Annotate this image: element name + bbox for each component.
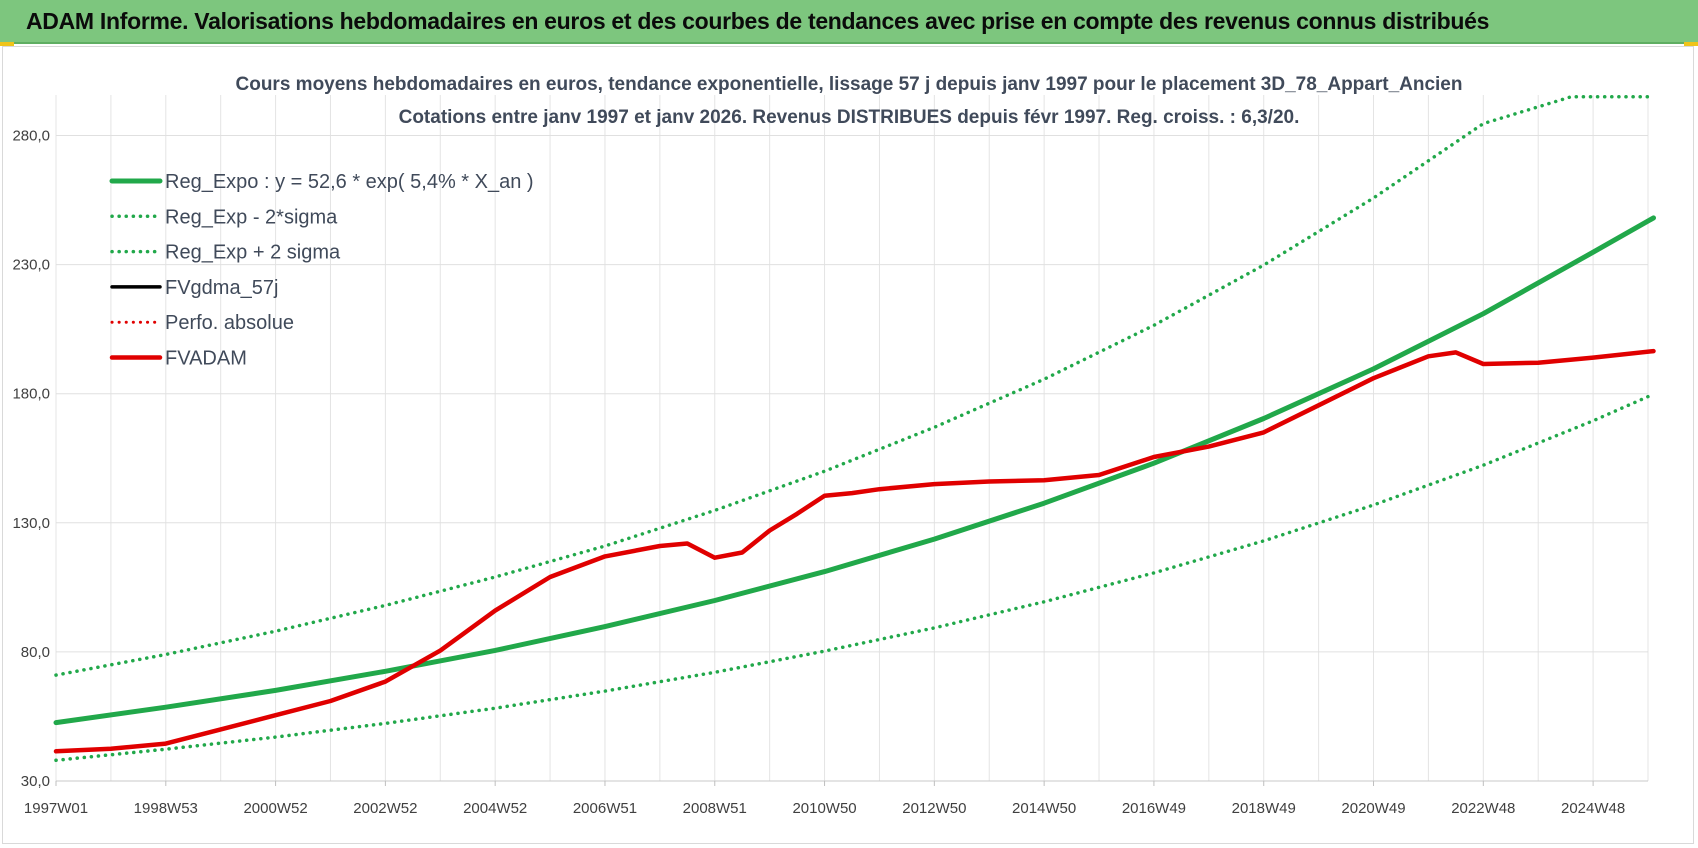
page-title: ADAM Informe. Valorisations hebdomadaire… (26, 8, 1490, 34)
grid (55, 95, 1649, 782)
x-tick-label: 2022W48 (1451, 800, 1515, 817)
x-tick-label: 2000W52 (243, 800, 307, 817)
series-line-2 (54, 95, 1656, 677)
x-tick-label: 2020W49 (1341, 800, 1405, 817)
legend-label: Perfo. absolue (165, 312, 294, 334)
x-tick-label: 2002W52 (353, 800, 417, 817)
series-line-0 (53, 215, 1656, 726)
legend-label: FVgdma_57j (165, 277, 278, 299)
legend-label: Reg_Exp - 2*sigma (165, 206, 338, 228)
series-line-3 (54, 349, 1656, 754)
x-tick-label: 2014W50 (1012, 800, 1076, 817)
y-tick-label: 30,0 (21, 773, 50, 790)
x-tick-label: 2004W52 (463, 800, 527, 817)
series-line-4 (54, 349, 1655, 753)
chart-subtitle: Cotations entre janv 1997 et janv 2026. … (399, 107, 1300, 128)
x-tick-label: 2008W51 (683, 800, 747, 817)
legend-label: Reg_Exp + 2 sigma (165, 242, 341, 264)
axes: 30,0 80,0 130,0 180,0 230,0 280,0 1997W01 1998W… (12, 128, 1648, 817)
y-tick-label: 280,0 (12, 128, 50, 145)
x-tick-label: 1997W01 (24, 800, 88, 817)
x-tick-label: 1998W53 (134, 800, 198, 817)
y-tick-label: 80,0 (21, 644, 50, 661)
x-tick-label: 2012W50 (902, 800, 966, 817)
corner-marker-left (0, 42, 14, 46)
x-tick-label: 2006W51 (573, 800, 637, 817)
y-tick-label: 180,0 (12, 386, 50, 403)
legend: Reg_Expo : y = 52,6 * exp( 5,4% * X_an )… (109, 171, 534, 370)
legend-label: FVADAM (165, 348, 247, 370)
series-line-1 (54, 392, 1656, 763)
x-tick-label: 2024W48 (1561, 800, 1625, 817)
corner-marker-right (1684, 42, 1698, 46)
chart-title: Cours moyens hebdomadaires en euros, ten… (236, 74, 1463, 95)
x-tick-label: 2018W49 (1232, 800, 1296, 817)
chart-frame (2, 46, 1694, 844)
y-tick-label: 230,0 (12, 257, 50, 274)
y-tick-label: 130,0 (12, 515, 50, 532)
x-tick-label: 2010W50 (792, 800, 856, 817)
title-banner: ADAM Informe. Valorisations hebdomadaire… (0, 0, 1698, 44)
legend-label: Reg_Expo : y = 52,6 * exp( 5,4% * X_an ) (165, 171, 534, 193)
series-line-5 (53, 348, 1656, 754)
x-tick-label: 2016W49 (1122, 800, 1186, 817)
series-layer (53, 95, 1656, 763)
